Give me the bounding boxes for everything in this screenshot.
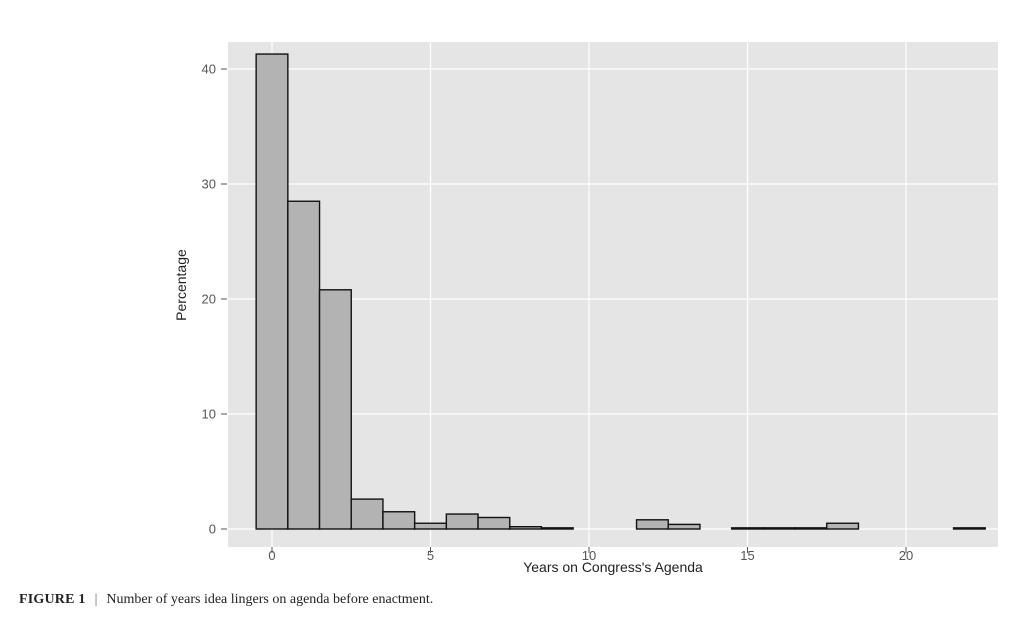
y-tick-label: 20 [202, 292, 216, 307]
histogram-bar [509, 526, 543, 530]
x-tick-label: 15 [740, 548, 754, 563]
histogram-bar [318, 289, 352, 530]
x-axis: 0 5 10 15 20 [268, 547, 913, 563]
histogram-bar [445, 513, 479, 530]
histogram-chart: 0 10 20 30 40 0 5 10 15 20 Years on Congress's A… [173, 42, 998, 575]
histogram-bar [255, 53, 289, 530]
histogram-bar [382, 511, 416, 530]
histogram-bar [730, 527, 765, 530]
x-tick-label: 10 [582, 548, 596, 563]
figure-label: FIGURE 1 [19, 592, 86, 607]
caption-text: Number of years idea lingers on agenda b… [106, 592, 434, 607]
histogram-bar [287, 200, 321, 530]
histogram-bar [826, 522, 860, 530]
plot-panel [228, 42, 998, 547]
figure-caption: FIGURE 1 | Number of years idea lingers on… [19, 592, 433, 608]
gridlines [228, 42, 998, 547]
x-tick-label: 5 [427, 548, 434, 563]
x-axis-title: Years on Congress's Agenda [523, 559, 703, 575]
histogram-bar [635, 519, 669, 530]
bars [255, 53, 986, 530]
y-axis-title: Percentage [173, 249, 189, 321]
y-tick-label: 30 [202, 177, 216, 192]
histogram-bar [762, 527, 796, 530]
histogram-bar [350, 498, 384, 530]
x-tick-label: 20 [899, 548, 913, 563]
y-tick-label: 10 [202, 407, 216, 422]
histogram-bar [667, 523, 701, 530]
histogram-bar [952, 527, 986, 530]
y-axis: 0 10 20 30 40 [202, 62, 227, 537]
y-tick-label: 0 [209, 522, 216, 537]
histogram-bar [794, 527, 828, 530]
y-tick-label: 40 [202, 62, 216, 77]
histogram-bar [477, 516, 511, 530]
histogram-bar [540, 527, 574, 530]
x-tick-label: 0 [268, 548, 275, 563]
histogram-bar [413, 522, 448, 530]
caption-separator: | [94, 592, 98, 607]
